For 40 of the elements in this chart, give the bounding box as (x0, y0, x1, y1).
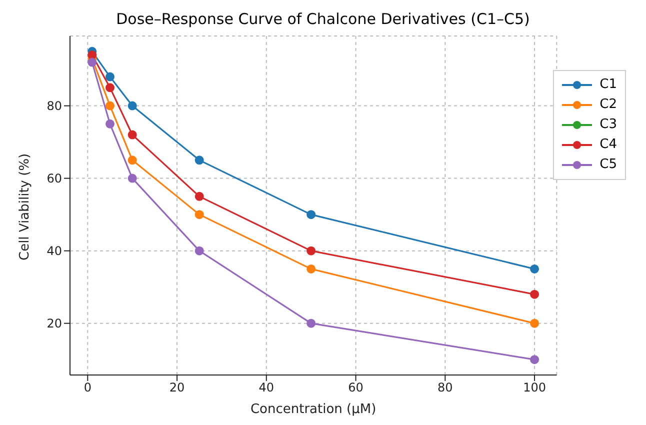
y-tick-label: 20 (46, 316, 62, 331)
point (128, 174, 137, 183)
point (105, 101, 114, 110)
legend-label: C5 (600, 156, 617, 174)
point (306, 318, 316, 328)
point (128, 101, 137, 110)
legend-label: C2 (600, 96, 617, 114)
point (88, 50, 97, 60)
point (306, 264, 316, 274)
y-tick-label: 60 (46, 172, 62, 186)
point (128, 156, 137, 165)
point (88, 58, 97, 67)
x-tick-label: 100 (523, 380, 546, 395)
x-tick-label: 20 (169, 380, 185, 395)
point (530, 355, 540, 364)
x-tick-label: 60 (348, 380, 364, 395)
point (105, 83, 114, 92)
legend-label: C3 (600, 116, 617, 134)
point (306, 210, 316, 220)
point (128, 130, 137, 140)
point (530, 318, 540, 328)
chart-title: Dose–Response Curve of Chalcone Derivatives (C1–C5) (115, 9, 531, 30)
point (530, 290, 540, 299)
y-tick-label: 40 (46, 244, 62, 258)
point (194, 246, 204, 256)
point (194, 210, 204, 220)
x-tick-label: 80 (438, 380, 453, 395)
point (530, 264, 540, 274)
point (105, 72, 114, 82)
x-axis-title: Concentration (µM) (250, 402, 376, 417)
point (194, 156, 204, 165)
point (194, 192, 204, 201)
x-tick-label: 0 (84, 380, 92, 395)
y-axis-title: Cell Viability (%) (18, 153, 33, 260)
legend-label: C1 (600, 76, 617, 94)
point (306, 246, 316, 256)
y-tick-label: 80 (46, 99, 62, 114)
legend-label: C4 (600, 136, 617, 154)
x-tick-label: 40 (258, 380, 274, 395)
point (105, 119, 114, 128)
